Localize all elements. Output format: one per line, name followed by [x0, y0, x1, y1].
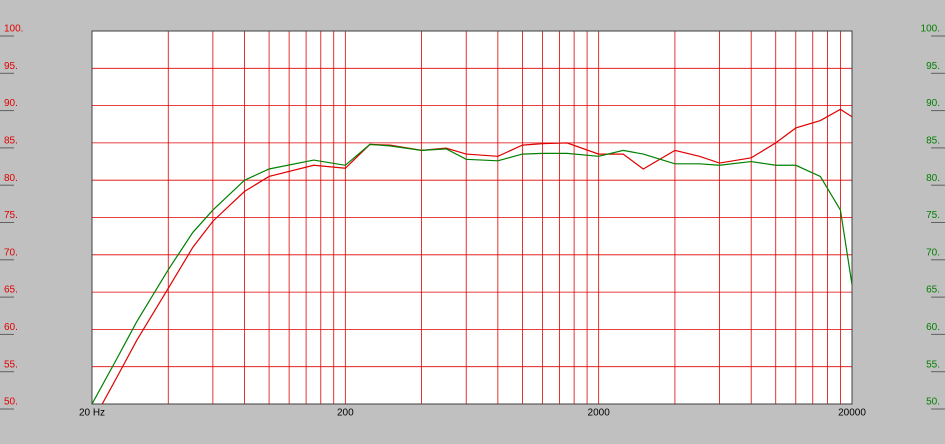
y2-tick-label: 90.: [926, 98, 940, 109]
y2-tick-label: 75.: [926, 210, 940, 221]
y-tick-label: 75.: [4, 210, 18, 221]
y2-tick-label: 65.: [926, 285, 940, 296]
y2-tick-label: 80.: [926, 173, 940, 184]
x-tick-label: 20 Hz: [79, 408, 105, 419]
plot-lines: [92, 108, 852, 404]
y-tick-label: 100.: [4, 24, 23, 35]
y2-tick-label: 70.: [926, 247, 940, 258]
y2-tick-label: 50.: [926, 397, 940, 408]
series-line: [101, 108, 852, 404]
y2-tick-label: 60.: [926, 322, 940, 333]
y-tick-label: 85.: [4, 136, 18, 147]
y2-tick-label: 95.: [926, 61, 940, 72]
y-tick-label: 70.: [4, 247, 18, 258]
x-tick-label: 200: [337, 408, 354, 419]
series-line: [92, 143, 852, 404]
y2-tick-label: 55.: [926, 359, 940, 370]
y2-tick-label: 85.: [926, 136, 940, 147]
y-tick-label: 95.: [4, 61, 18, 72]
y2-tick-label: 100.: [921, 24, 940, 35]
y-tick-label: 90.: [4, 98, 18, 109]
y-tick-label: 80.: [4, 173, 18, 184]
y-tick-label: 55.: [4, 359, 18, 370]
y-tick-label: 50.: [4, 397, 18, 408]
y-tick-label: 60.: [4, 322, 18, 333]
y-tick-label: 65.: [4, 285, 18, 296]
x-tick-label: 2000: [588, 408, 611, 419]
plot-border: [91, 30, 853, 405]
x-tick-label: 20000: [838, 408, 866, 419]
